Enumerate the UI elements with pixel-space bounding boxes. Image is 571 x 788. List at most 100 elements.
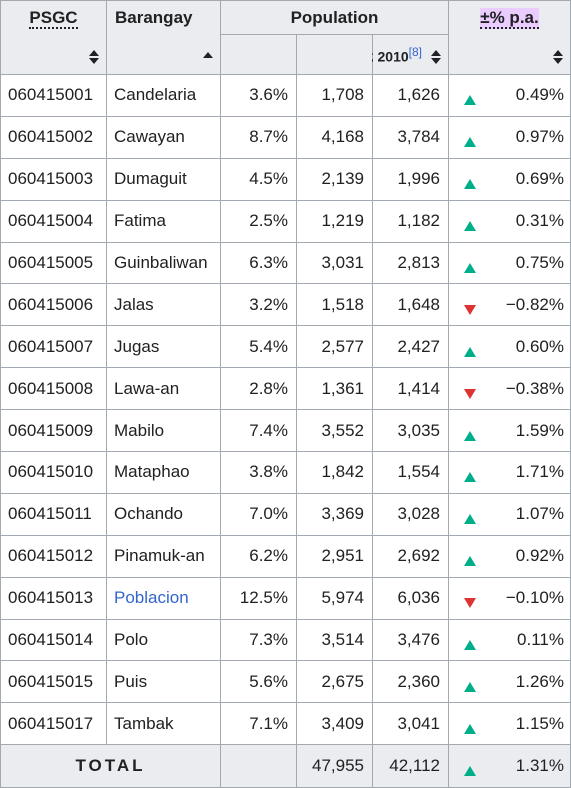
triangle-up-icon [464,426,476,441]
population-2010-cell: 2,692 [372,534,449,578]
psgc-cell: 060415011 [0,492,107,536]
barangay-header-label: Barangay [115,8,193,27]
psgc-cell: 060415012 [0,534,107,578]
population-group-header: Population [220,0,449,35]
population-2020-cell: 2,577 [296,325,373,369]
year-2020-column-header[interactable]: 2020[3] [296,34,416,75]
population-2010-cell: 3,041 [372,702,449,746]
triangle-up-icon [464,677,476,692]
barangay-link[interactable]: Poblacion [106,576,221,620]
population-2010-cell: 3,784 [372,115,449,159]
barangay-cell: Jugas [106,325,221,369]
triangle-up-icon [464,174,476,190]
table-row: 060415008 Lawa-an 2.8% 1,361 1,414 −0.38% [0,367,571,411]
table-row: 060415007 Jugas 5.4% 2,577 2,427 0.60% [0,325,571,369]
psgc-cell: 060415014 [0,618,107,662]
sort-both-icon[interactable] [89,50,99,64]
share-cell: 7.3% [220,618,297,662]
population-2020-cell: 1,219 [296,199,373,243]
share-cell: 5.4% [220,325,297,369]
barangay-cell: Polo [106,618,221,662]
population-2010-cell: 6,036 [372,576,449,620]
population-2020-cell: 2,951 [296,534,373,578]
growth-rate-value: 0.49% [515,85,564,105]
psgc-cell: 060415001 [0,74,107,117]
triangle-up-icon [464,509,476,525]
year-2010-label: 2010 [377,48,409,65]
psgc-cell: 060415004 [0,199,107,243]
psgc-cell: 060415009 [0,409,107,453]
population-2020-cell: 1,842 [296,451,373,494]
population-2020-cell: 4,168 [296,115,373,159]
barangay-cell: Ochando [106,492,221,536]
share-cell: 6.2% [220,534,297,578]
growth-rate-cell: 1.07% [448,492,571,536]
barangay-cell: Jalas [106,283,221,327]
growth-rate-value: 0.11% [517,630,564,650]
barangay-cell: Dumaguit [106,157,221,201]
growth-rate-cell: 1.71% [448,451,571,494]
total-rate-cell: 1.31% [448,744,571,788]
triangle-down-icon [464,300,476,315]
triangle-up-icon [464,342,476,357]
barangay-cell: Puis [106,660,221,704]
barangay-column-header[interactable]: Barangay [106,0,221,75]
share-cell: 8.7% [220,115,297,159]
growth-rate-cell: 0.31% [448,199,571,243]
triangle-up-icon [464,761,476,777]
sort-ascending-icon[interactable] [203,50,213,64]
share-cell: 4.5% [220,157,297,201]
population-2010-cell: 2,427 [372,325,449,369]
table-row: 060415006 Jalas 3.2% 1,518 1,648 −0.82% [0,283,571,327]
sort-both-icon[interactable] [431,50,441,64]
growth-rate-value: 0.31% [515,211,564,231]
triangle-up-icon [464,90,476,106]
barangay-cell: Cawayan [106,115,221,159]
growth-rate-value: 1.59% [515,420,564,440]
table-row: 060415002 Cawayan 8.7% 4,168 3,784 0.97% [0,115,571,159]
population-2010-cell: 1,182 [372,199,449,243]
growth-rate-value: 0.92% [515,546,564,566]
total-rate-value: 1.31% [515,756,564,776]
population-header-label: Population [290,8,379,27]
population-2020-cell: 2,675 [296,660,373,704]
sort-both-icon[interactable] [553,50,563,64]
share-cell: 6.3% [220,241,297,285]
psgc-cell: 060415007 [0,325,107,369]
population-2010-cell: 1,626 [372,74,449,117]
share-cell: 7.1% [220,702,297,746]
triangle-up-icon [464,258,476,273]
barangay-cell: Mabilo [106,409,221,453]
rate-column-header[interactable]: ±% p.a. [448,0,571,75]
reference-8-link[interactable]: [8] [408,45,422,59]
growth-rate-cell: 0.11% [448,618,571,662]
year-2010-column-header[interactable]: 2010[8] [372,34,449,75]
psgc-cell: 060415013 [0,576,107,620]
table-row: 060415005 Guinbaliwan 6.3% 3,031 2,813 0.75% [0,241,571,285]
psgc-column-header[interactable]: PSGC [0,0,107,75]
growth-rate-cell: 0.60% [448,325,571,369]
psgc-cell: 060415006 [0,283,107,327]
population-2010-cell: 1,648 [372,283,449,327]
growth-rate-value: −0.10% [505,588,564,608]
table-row: 060415003 Dumaguit 4.5% 2,139 1,996 0.69% [0,157,571,201]
psgc-cell: 060415005 [0,241,107,285]
total-2020-cell: 47,955 [296,744,373,788]
triangle-up-icon [464,216,476,232]
barangay-cell: Pinamuk-an [106,534,221,578]
growth-rate-value: 0.97% [515,127,564,147]
triangle-up-icon [464,635,476,651]
population-2020-cell: 1,518 [296,283,373,327]
table-row: 060415013 Poblacion 12.5% 5,974 6,036 −0.10% [0,576,571,620]
share-cell: 3.6% [220,74,297,117]
total-row: TOTAL 47,955 42,112 1.31% [0,744,571,788]
rate-header-label: ±% p.a. [480,8,539,29]
triangle-down-icon [464,593,476,609]
growth-rate-value: 0.69% [515,169,564,189]
table-row: 060415012 Pinamuk-an 6.2% 2,951 2,692 0.92% [0,534,571,578]
growth-rate-value: 1.07% [515,504,564,524]
growth-rate-cell: 1.59% [448,409,571,453]
share-cell: 7.4% [220,409,297,453]
population-2010-cell: 3,028 [372,492,449,536]
